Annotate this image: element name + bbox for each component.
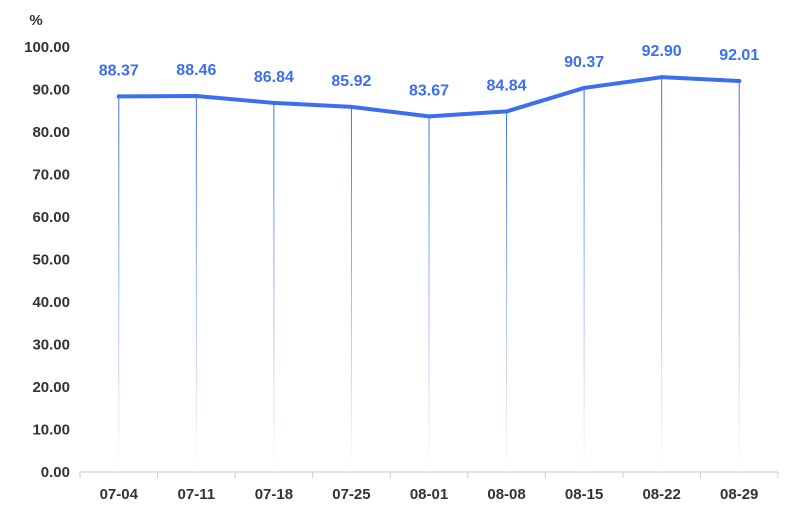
drop-line bbox=[273, 102, 275, 473]
data-point bbox=[504, 109, 509, 114]
data-label: 86.84 bbox=[254, 69, 294, 86]
y-tick-label: 50.00 bbox=[32, 252, 70, 269]
x-tick-label: 07-25 bbox=[332, 486, 370, 503]
series-line-group bbox=[116, 75, 742, 119]
data-label: 88.46 bbox=[176, 62, 216, 79]
y-tick-label: 10.00 bbox=[32, 422, 70, 439]
drop-line bbox=[738, 80, 740, 473]
y-tick-label: 20.00 bbox=[32, 379, 70, 396]
drop-line bbox=[661, 77, 663, 473]
drop-lines bbox=[118, 77, 740, 473]
data-point bbox=[659, 75, 664, 80]
x-tick-label: 08-29 bbox=[720, 486, 758, 503]
x-tick-label: 08-01 bbox=[410, 486, 448, 503]
data-point bbox=[427, 114, 431, 119]
drop-line bbox=[583, 87, 585, 473]
data-point bbox=[194, 94, 199, 99]
drop-line bbox=[506, 111, 508, 473]
y-axis-ticks: 0.00 10.00 20.00 30.00 40.00 50.00 60.00 70.00 8… bbox=[24, 39, 70, 481]
data-point bbox=[116, 94, 121, 99]
data-label: 88.37 bbox=[99, 62, 139, 79]
drop-line bbox=[350, 106, 352, 472]
data-label: 85.92 bbox=[331, 73, 371, 90]
x-tick-label: 07-18 bbox=[255, 486, 293, 503]
drop-line bbox=[195, 96, 197, 473]
y-tick-label: 0.00 bbox=[41, 464, 70, 481]
x-tick-label: 07-04 bbox=[100, 486, 139, 503]
y-tick-label: 80.00 bbox=[32, 124, 70, 141]
y-tick-label: 100.00 bbox=[24, 39, 70, 56]
data-label: 90.37 bbox=[564, 54, 604, 71]
data-point bbox=[737, 78, 742, 83]
data-label: 92.01 bbox=[719, 47, 759, 64]
y-tick-label: 70.00 bbox=[32, 167, 70, 184]
y-unit-label: % bbox=[29, 12, 42, 29]
y-tick-label: 60.00 bbox=[32, 209, 70, 226]
data-label: 92.90 bbox=[642, 43, 682, 60]
data-label: 83.67 bbox=[409, 82, 449, 99]
data-point bbox=[271, 100, 276, 105]
x-tick-label: 07-11 bbox=[178, 486, 216, 503]
y-tick-label: 90.00 bbox=[32, 82, 70, 99]
x-tick-label: 08-15 bbox=[565, 486, 603, 503]
x-tick-label: 08-08 bbox=[487, 486, 525, 503]
y-tick-label: 40.00 bbox=[32, 294, 70, 311]
data-labels: 88.37 88.46 86.84 85.92 83.67 84.84 90.37 92.90… bbox=[99, 43, 760, 99]
drop-line bbox=[428, 116, 430, 472]
drop-line bbox=[118, 96, 120, 473]
x-tick-label: 08-22 bbox=[642, 486, 680, 503]
y-tick-label: 30.00 bbox=[32, 337, 70, 354]
data-label: 84.84 bbox=[487, 77, 527, 94]
data-point bbox=[349, 104, 354, 109]
data-point bbox=[582, 85, 587, 90]
x-axis: 07-04 07-11 07-18 07-25 08-01 08-08 08-15 08-22… bbox=[79, 471, 779, 503]
